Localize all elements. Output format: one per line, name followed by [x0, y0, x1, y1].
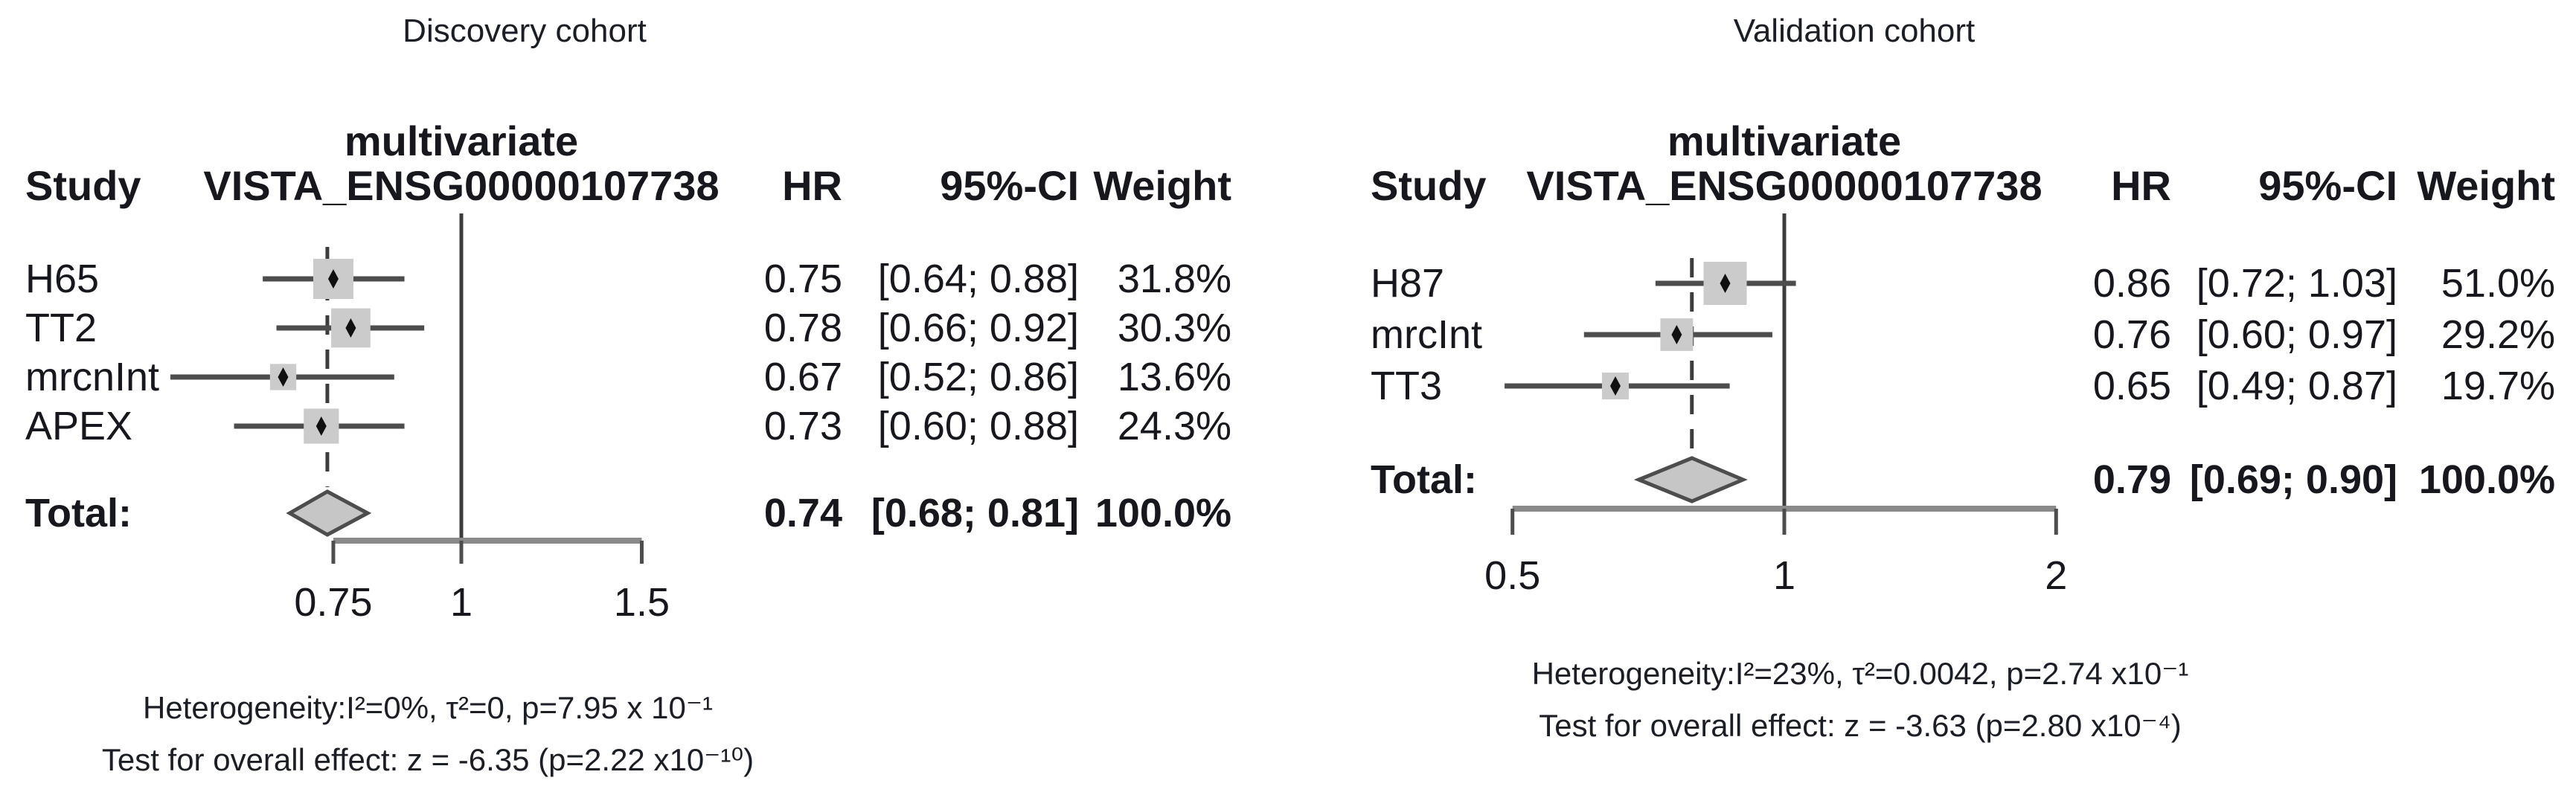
- weight-value: 19.7%: [2441, 364, 2555, 408]
- study-label: TT3: [1371, 364, 1443, 408]
- ci-value: [0.60; 0.88]: [877, 404, 1079, 448]
- column-header-ci: 95%-CI: [2258, 162, 2397, 209]
- weight-value: 13.6%: [1117, 355, 1231, 399]
- panel-title: Discovery cohort: [403, 13, 647, 49]
- overall-effect-text: Test for overall effect: z = -3.63 (p=2.…: [1539, 708, 2182, 743]
- point-marker: [1609, 376, 1621, 396]
- point-marker: [345, 318, 356, 338]
- column-header-weight: Weight: [2417, 162, 2555, 209]
- hr-value: 0.67: [763, 355, 842, 399]
- total-weight: 100.0%: [1095, 491, 1231, 535]
- weight-value: 30.3%: [1117, 306, 1231, 350]
- column-header-hr: HR: [782, 162, 842, 209]
- axis-tick-label: 0.75: [294, 580, 373, 625]
- axis-tick-label: 1: [449, 580, 473, 625]
- study-label: H65: [25, 257, 100, 301]
- column-header-study: Study: [25, 162, 141, 209]
- axis-tick-label: 2: [2045, 553, 2068, 598]
- heterogeneity-text: Heterogeneity:I²=0%, τ²=0, p=7.95 x 10⁻¹: [142, 690, 714, 725]
- ci-value: [0.72; 1.03]: [2196, 261, 2397, 306]
- column-header-hr: HR: [2111, 162, 2171, 209]
- point-marker: [278, 367, 289, 387]
- ci-value: [0.52; 0.86]: [877, 355, 1079, 399]
- overall-effect-text: Test for overall effect: z = -6.35 (p=2.…: [101, 742, 754, 777]
- hr-value: 0.78: [763, 306, 842, 350]
- total-hr: 0.74: [763, 491, 842, 535]
- axis-tick-label: 1.5: [613, 580, 670, 625]
- axis-tick-label: 1: [1772, 553, 1796, 598]
- hr-value: 0.65: [2092, 364, 2171, 408]
- total-label: Total:: [25, 491, 132, 535]
- point-marker: [327, 269, 339, 289]
- panel-title: Validation cohort: [1733, 13, 1976, 49]
- total-ci: [0.69; 0.90]: [2189, 457, 2397, 502]
- study-label: H87: [1371, 261, 1445, 306]
- ci-value: [0.66; 0.92]: [877, 306, 1079, 350]
- study-label: TT2: [25, 306, 97, 350]
- ci-value: [0.49; 0.87]: [2196, 364, 2397, 408]
- weight-value: 24.3%: [1117, 404, 1231, 448]
- ci-value: [0.60; 0.97]: [2196, 312, 2397, 357]
- axis-tick-label: 0.5: [1484, 553, 1541, 598]
- study-label: mrcnInt: [25, 355, 160, 399]
- total-hr: 0.79: [2092, 457, 2171, 502]
- column-header-multivariate: multivariate: [1667, 118, 1902, 164]
- pooled-diamond: [286, 489, 372, 537]
- total-label: Total:: [1371, 457, 1477, 502]
- pooled-diamond: [1633, 456, 1748, 503]
- column-header-gene: VISTA_ENSG00000107738: [203, 162, 720, 209]
- column-header-study: Study: [1371, 162, 1487, 209]
- weight-value: 51.0%: [2441, 261, 2555, 306]
- hr-value: 0.73: [763, 404, 842, 448]
- hr-value: 0.86: [2092, 261, 2171, 306]
- heterogeneity-text: Heterogeneity:I²=23%, τ²=0.0042, p=2.74 …: [1531, 656, 2189, 691]
- weight-value: 29.2%: [2441, 312, 2555, 357]
- hr-value: 0.76: [2092, 312, 2171, 357]
- study-label: mrcInt: [1371, 312, 1483, 357]
- ci-value: [0.64; 0.88]: [877, 257, 1079, 301]
- hr-value: 0.75: [763, 257, 842, 301]
- column-header-gene: VISTA_ENSG00000107738: [1526, 162, 2042, 209]
- column-header-ci: 95%-CI: [940, 162, 1079, 209]
- total-weight: 100.0%: [2418, 457, 2555, 502]
- column-header-multivariate: multivariate: [344, 118, 579, 164]
- point-marker: [1720, 274, 1731, 293]
- total-ci: [0.68; 0.81]: [871, 491, 1079, 535]
- point-marker: [315, 416, 327, 436]
- study-label: APEX: [25, 404, 133, 448]
- point-marker: [1671, 325, 1682, 344]
- weight-value: 31.8%: [1117, 257, 1231, 301]
- column-header-weight: Weight: [1093, 162, 1231, 209]
